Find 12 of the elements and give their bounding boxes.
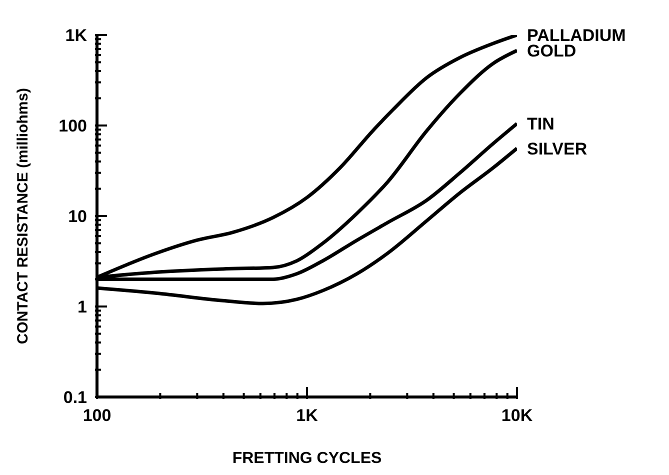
y-tick-label: 10 <box>68 207 87 226</box>
x-axis-title: FRETTING CYCLES <box>232 450 382 467</box>
y-axis-title: CONTACT RESISTANCE (milliohms) <box>14 88 32 344</box>
series-label: SILVER <box>527 139 588 158</box>
y-tick-label: 1K <box>65 26 88 45</box>
y-tick-label: 0.1 <box>63 388 87 407</box>
y-tick-label: 1 <box>78 298 87 316</box>
x-tick-label: 10K <box>501 406 534 425</box>
x-tick-label: 1K <box>296 406 319 425</box>
y-tick-label: 100 <box>58 116 87 136</box>
series-label: TIN <box>527 114 554 134</box>
x-tick-label: 100 <box>82 406 112 425</box>
